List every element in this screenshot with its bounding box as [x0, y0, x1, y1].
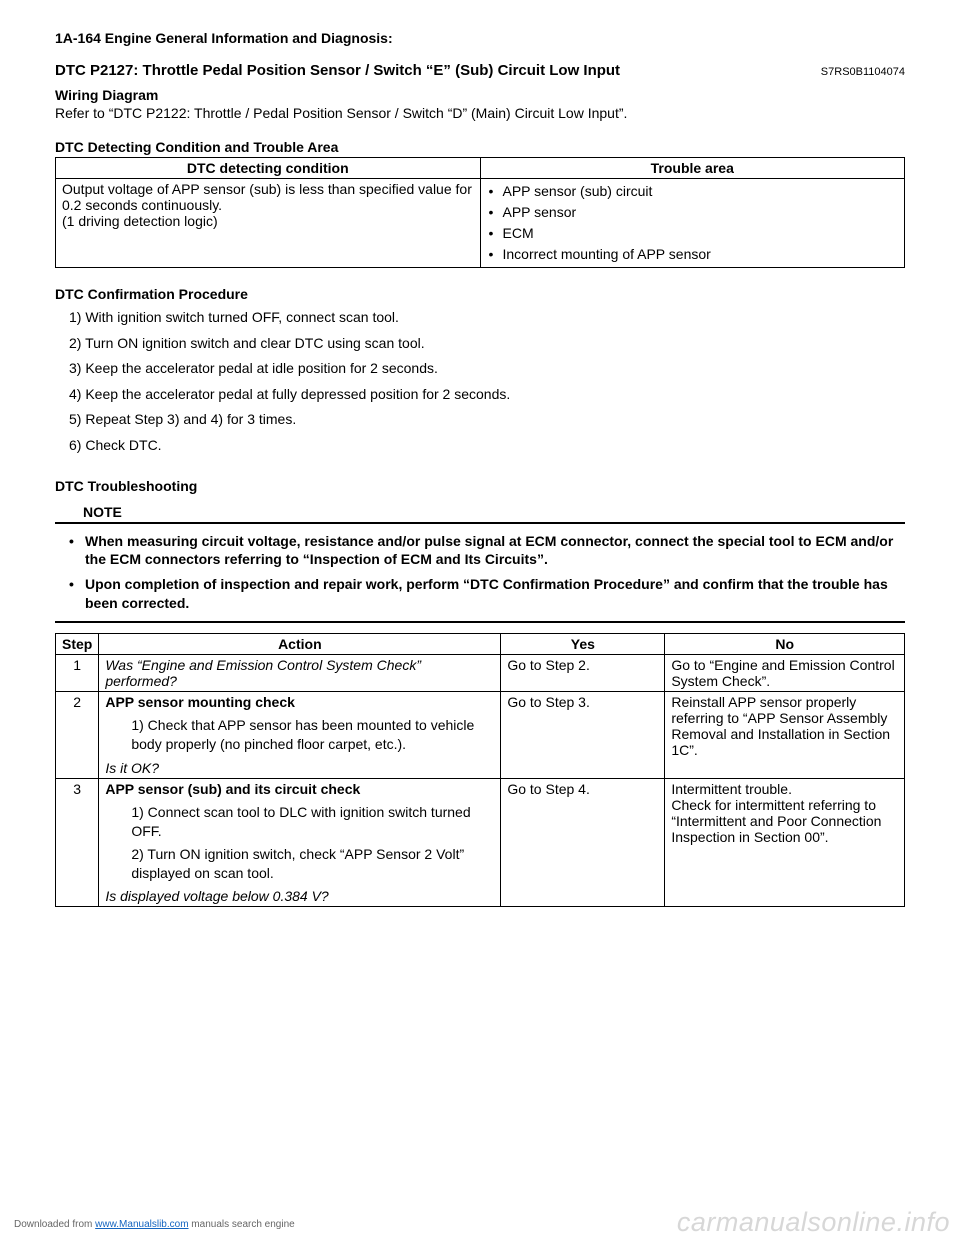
- confirm-step: 1) With ignition switch turned OFF, conn…: [69, 308, 905, 328]
- action-italic2: Is it OK?: [105, 760, 494, 776]
- footer-left: Downloaded from www.Manualslib.com manua…: [14, 1219, 295, 1230]
- yes-cell: Go to Step 4.: [501, 778, 665, 907]
- cond-left: Output voltage of APP sensor (sub) is le…: [56, 179, 481, 268]
- footer-prefix: Downloaded from: [14, 1219, 95, 1230]
- action-list-item: 1) Connect scan tool to DLC with ignitio…: [109, 803, 494, 841]
- dtc-condition-table: DTC detecting condition Trouble area Out…: [55, 157, 905, 268]
- footer-link[interactable]: www.Manualslib.com: [95, 1219, 188, 1230]
- confirm-step: 5) Repeat Step 3) and 4) for 3 times.: [69, 410, 905, 430]
- no-cell: Intermittent trouble. Check for intermit…: [665, 778, 905, 907]
- confirm-step: 3) Keep the accelerator pedal at idle po…: [69, 359, 905, 379]
- main-heading: DTC P2127: Throttle Pedal Position Senso…: [55, 62, 620, 79]
- confirm-step: 2) Turn ON ignition switch and clear DTC…: [69, 334, 905, 354]
- note-item: Upon completion of inspection and repair…: [69, 575, 905, 613]
- action-bold: APP sensor (sub) and its circuit check: [105, 781, 494, 797]
- no-cell: Go to “Engine and Emission Control Syste…: [665, 655, 905, 692]
- action-italic2: Is displayed voltage below 0.384 V?: [105, 888, 494, 904]
- table-row: 3 APP sensor (sub) and its circuit check…: [56, 778, 905, 907]
- confirm-step: 6) Check DTC.: [69, 436, 905, 456]
- trouble-item: ECM: [487, 223, 899, 244]
- step-num: 3: [56, 778, 99, 907]
- yes-cell: Go to Step 3.: [501, 692, 665, 779]
- note-bar-bottom: [55, 621, 905, 623]
- action-cell: APP sensor mounting check 1) Check that …: [99, 692, 501, 779]
- confirm-heading: DTC Confirmation Procedure: [55, 286, 905, 302]
- note-list: When measuring circuit voltage, resistan…: [55, 532, 905, 614]
- wiring-diagram-text: Refer to “DTC P2122: Throttle / Pedal Po…: [55, 105, 905, 121]
- no-cell: Reinstall APP sensor properly referring …: [665, 692, 905, 779]
- heading-row: DTC P2127: Throttle Pedal Position Senso…: [55, 62, 905, 79]
- ts-header-yes: Yes: [501, 634, 665, 655]
- dtc-cond-heading: DTC Detecting Condition and Trouble Area: [55, 139, 905, 155]
- ts-heading: DTC Troubleshooting: [55, 478, 905, 494]
- footer-suffix: manuals search engine: [189, 1219, 295, 1230]
- note-item: When measuring circuit voltage, resistan…: [69, 532, 905, 570]
- ts-header-no: No: [665, 634, 905, 655]
- action-cell: Was “Engine and Emission Control System …: [99, 655, 501, 692]
- trouble-item: Incorrect mounting of APP sensor: [487, 244, 899, 265]
- cond-header-1: DTC detecting condition: [56, 158, 481, 179]
- note-bar-top: [55, 522, 905, 524]
- action-list-item: 1) Check that APP sensor has been mounte…: [109, 716, 494, 754]
- ts-header-step: Step: [56, 634, 99, 655]
- table-row: 2 APP sensor mounting check 1) Check tha…: [56, 692, 905, 779]
- watermark: carmanualsonline.info: [677, 1207, 950, 1238]
- yes-cell: Go to Step 2.: [501, 655, 665, 692]
- action-italic: Was “Engine and Emission Control System …: [105, 657, 421, 689]
- confirm-steps: 1) With ignition switch turned OFF, conn…: [55, 308, 905, 456]
- doc-code: S7RS0B1104074: [821, 66, 905, 78]
- troubleshooting-table: Step Action Yes No 1 Was “Engine and Emi…: [55, 633, 905, 907]
- cond-right: APP sensor (sub) circuit APP sensor ECM …: [480, 179, 905, 268]
- step-num: 1: [56, 655, 99, 692]
- step-num: 2: [56, 692, 99, 779]
- action-cell: APP sensor (sub) and its circuit check 1…: [99, 778, 501, 907]
- trouble-item: APP sensor: [487, 202, 899, 223]
- action-list-item: 2) Turn ON ignition switch, check “APP S…: [109, 845, 494, 883]
- wiring-diagram-heading: Wiring Diagram: [55, 87, 905, 103]
- ts-header-action: Action: [99, 634, 501, 655]
- trouble-item: APP sensor (sub) circuit: [487, 181, 899, 202]
- confirm-step: 4) Keep the accelerator pedal at fully d…: [69, 385, 905, 405]
- cond-header-2: Trouble area: [480, 158, 905, 179]
- table-row: 1 Was “Engine and Emission Control Syste…: [56, 655, 905, 692]
- action-bold: APP sensor mounting check: [105, 694, 494, 710]
- note-label: NOTE: [83, 504, 905, 520]
- page-header: 1A-164 Engine General Information and Di…: [55, 30, 905, 46]
